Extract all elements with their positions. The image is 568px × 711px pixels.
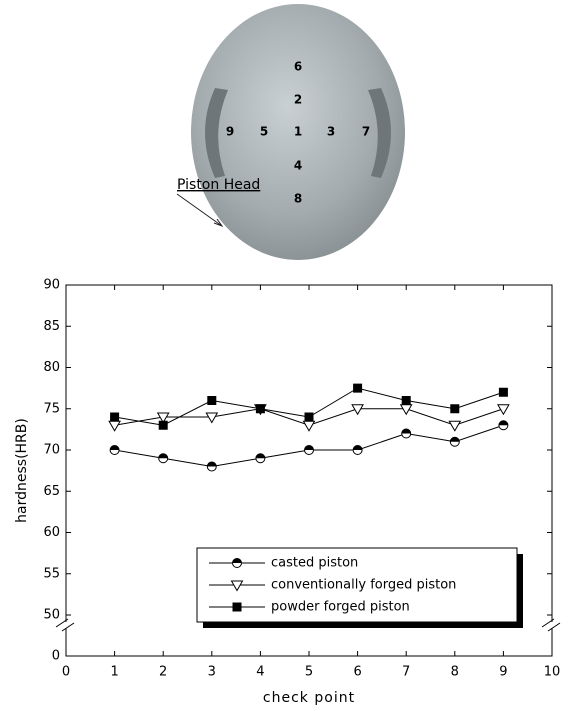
- marker: [353, 446, 362, 455]
- marker: [402, 396, 411, 405]
- marker: [352, 405, 363, 415]
- x-tick-label: 8: [451, 665, 459, 680]
- y-tick-label: 0: [52, 649, 60, 664]
- marker-shape: [109, 421, 120, 431]
- marker-shape: [450, 404, 459, 413]
- legend-label: casted piston: [271, 556, 358, 571]
- y-tick-label: 80: [43, 360, 60, 375]
- marker-shape: [256, 404, 265, 413]
- marker: [499, 421, 508, 430]
- photo-label: Piston Head: [177, 177, 260, 193]
- x-tick-label: 0: [62, 665, 70, 680]
- marker-shape: [159, 421, 168, 430]
- point-label: 3: [327, 125, 335, 139]
- marker: [110, 446, 119, 455]
- point-label: 5: [260, 125, 268, 139]
- marker-shape: [207, 396, 216, 405]
- marker: [159, 421, 168, 430]
- point-label: 6: [294, 60, 302, 74]
- x-tick-label: 2: [159, 665, 167, 680]
- marker: [109, 421, 120, 431]
- x-axis-label: check point: [263, 690, 355, 706]
- marker: [450, 437, 459, 446]
- x-tick-label: 7: [402, 665, 410, 680]
- figure: 6 2 9 5 1 3 7 4 8 Piston Head 0505560657…: [0, 0, 568, 711]
- marker: [305, 413, 314, 422]
- legend-label: powder forged piston: [271, 600, 410, 615]
- marker: [233, 603, 242, 612]
- marker: [207, 462, 216, 471]
- marker: [110, 413, 119, 422]
- marker-shape: [401, 405, 412, 415]
- marker: [499, 388, 508, 397]
- piston-photo: 6 2 9 5 1 3 7 4 8 Piston Head: [177, 4, 405, 260]
- y-tick-label: 70: [43, 443, 60, 458]
- marker-shape: [233, 603, 242, 612]
- x-tick-label: 1: [110, 665, 118, 680]
- x-tick-label: 3: [208, 665, 216, 680]
- point-label: 4: [294, 159, 302, 173]
- marker-shape: [353, 384, 362, 393]
- marker-shape: [304, 421, 315, 431]
- marker: [449, 421, 460, 431]
- marker: [353, 384, 362, 393]
- x-tick-label: 4: [256, 665, 264, 680]
- y-tick-label: 85: [43, 319, 60, 334]
- marker-shape: [499, 388, 508, 397]
- x-tick-label: 6: [353, 665, 361, 680]
- marker: [256, 454, 265, 463]
- marker-shape: [352, 405, 363, 415]
- legend-label: conventionally forged piston: [271, 578, 456, 593]
- marker-shape: [402, 396, 411, 405]
- marker: [498, 405, 509, 415]
- marker: [159, 454, 168, 463]
- marker: [401, 405, 412, 415]
- y-tick-label: 50: [43, 608, 60, 623]
- marker: [256, 404, 265, 413]
- point-label: 2: [294, 93, 302, 107]
- marker: [233, 559, 242, 568]
- marker: [305, 446, 314, 455]
- x-tick-label: 5: [305, 665, 313, 680]
- marker-shape: [498, 405, 509, 415]
- y-tick-label: 55: [43, 566, 60, 581]
- marker-shape: [206, 413, 217, 423]
- marker: [450, 404, 459, 413]
- x-tick-label: 9: [499, 665, 507, 680]
- y-tick-label: 65: [43, 484, 60, 499]
- y-axis-label: hardness(HRB): [14, 418, 30, 523]
- point-label: 1: [294, 125, 302, 139]
- marker: [206, 413, 217, 423]
- marker: [402, 429, 411, 438]
- y-tick-label: 75: [43, 401, 60, 416]
- marker-shape: [449, 421, 460, 431]
- point-label: 8: [294, 192, 302, 206]
- y-tick-label: 90: [43, 278, 60, 293]
- x-tick-label: 10: [544, 665, 561, 680]
- point-label: 7: [362, 125, 370, 139]
- point-label: 9: [226, 125, 234, 139]
- marker-shape: [305, 413, 314, 422]
- y-tick-label: 60: [43, 525, 60, 540]
- marker: [207, 396, 216, 405]
- marker: [304, 421, 315, 431]
- marker-shape: [110, 413, 119, 422]
